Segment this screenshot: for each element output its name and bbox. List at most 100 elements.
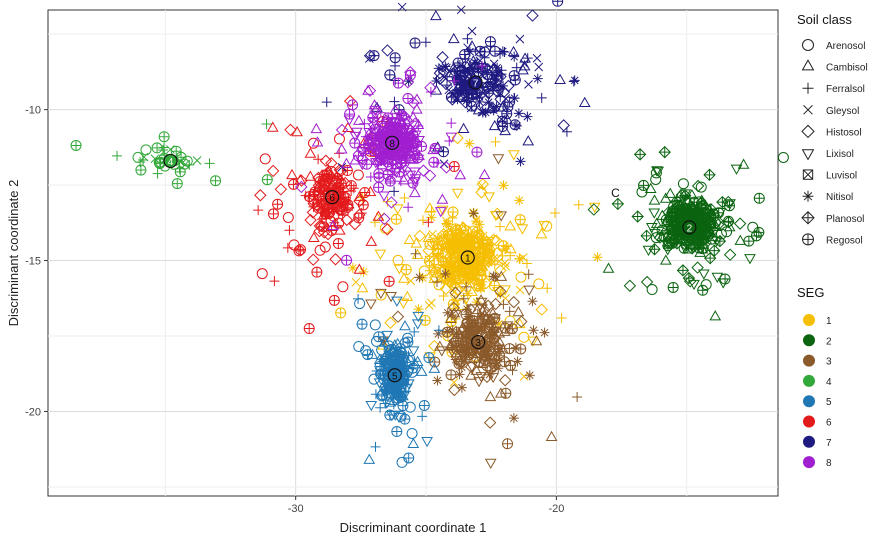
data-point	[497, 85, 511, 99]
data-point	[425, 86, 436, 97]
data-point	[515, 156, 526, 167]
data-point	[523, 285, 536, 296]
data-point	[324, 201, 337, 212]
data-point	[353, 194, 366, 208]
data-point	[404, 66, 417, 79]
legend-seg-swatch	[803, 334, 815, 347]
data-point	[459, 49, 471, 61]
data-point	[461, 281, 472, 292]
data-point	[730, 164, 743, 175]
data-point	[695, 181, 707, 193]
data-point	[682, 271, 696, 285]
data-point	[473, 66, 482, 75]
data-point	[307, 231, 320, 242]
data-point	[488, 327, 501, 338]
data-point	[417, 164, 430, 177]
seg-5-points	[353, 293, 444, 468]
data-point	[406, 276, 416, 286]
data-point	[371, 154, 384, 166]
data-point	[693, 207, 706, 218]
data-point	[500, 387, 512, 399]
data-point	[454, 264, 465, 275]
data-point	[454, 228, 468, 242]
data-point	[261, 174, 273, 186]
data-point	[433, 328, 444, 339]
data-point	[648, 208, 661, 219]
data-point	[667, 211, 679, 223]
data-point	[480, 319, 491, 330]
data-point	[495, 387, 507, 398]
data-point	[436, 205, 449, 216]
seg-7-points	[321, 0, 591, 197]
data-point	[467, 26, 477, 36]
data-point	[445, 369, 457, 381]
data-point	[488, 271, 499, 282]
data-point	[385, 352, 398, 363]
data-point	[442, 326, 453, 337]
data-point	[492, 82, 506, 96]
legend-shape-luvisol-icon	[802, 169, 814, 180]
data-point	[256, 268, 268, 280]
data-point	[274, 183, 288, 196]
data-point	[353, 114, 365, 125]
data-point	[633, 148, 647, 161]
data-point	[403, 368, 416, 379]
seg-3-points	[365, 154, 583, 469]
data-point	[395, 410, 407, 422]
data-point	[430, 9, 442, 21]
data-point	[433, 66, 447, 80]
data-point	[322, 188, 334, 200]
data-point	[439, 276, 450, 287]
data-point	[464, 65, 475, 76]
data-point	[476, 260, 489, 271]
data-point	[455, 84, 468, 97]
data-point	[356, 318, 368, 330]
data-point	[476, 304, 488, 315]
data-point	[454, 169, 467, 180]
data-point	[413, 304, 424, 315]
data-point	[462, 243, 474, 255]
data-point	[332, 238, 344, 250]
data-point	[368, 99, 381, 110]
data-point	[307, 253, 320, 266]
data-point	[409, 326, 420, 337]
legend-shape-histosol-icon	[801, 124, 815, 139]
data-point	[507, 365, 518, 376]
data-point	[480, 234, 493, 245]
legend-seg-swatch	[803, 314, 815, 326]
data-point	[442, 227, 455, 238]
data-point	[428, 229, 437, 239]
data-point	[440, 161, 453, 174]
data-point	[152, 168, 163, 179]
data-point	[471, 266, 483, 277]
data-point	[404, 69, 416, 81]
data-point	[611, 197, 625, 211]
data-point	[489, 297, 502, 311]
data-point	[266, 121, 279, 132]
centroid-label: 5	[392, 371, 398, 382]
data-point	[487, 62, 499, 74]
data-point	[524, 370, 535, 381]
data-point	[691, 179, 705, 193]
data-point	[463, 267, 474, 278]
data-point	[293, 245, 305, 257]
data-point	[417, 411, 428, 422]
data-point	[483, 97, 494, 108]
data-point	[378, 191, 390, 202]
data-point	[646, 284, 658, 296]
data-point	[389, 103, 402, 115]
centroid-label: 8	[389, 139, 395, 150]
data-point	[495, 289, 506, 300]
data-point	[367, 118, 381, 132]
data-point	[475, 372, 488, 383]
data-point	[204, 158, 215, 169]
data-point	[394, 112, 407, 123]
data-point	[552, 0, 564, 7]
data-point	[347, 262, 358, 273]
data-point	[343, 115, 356, 126]
data-point	[436, 51, 449, 64]
data-point	[359, 187, 371, 199]
data-point	[352, 169, 364, 181]
data-point	[322, 164, 335, 175]
data-point	[501, 293, 510, 303]
